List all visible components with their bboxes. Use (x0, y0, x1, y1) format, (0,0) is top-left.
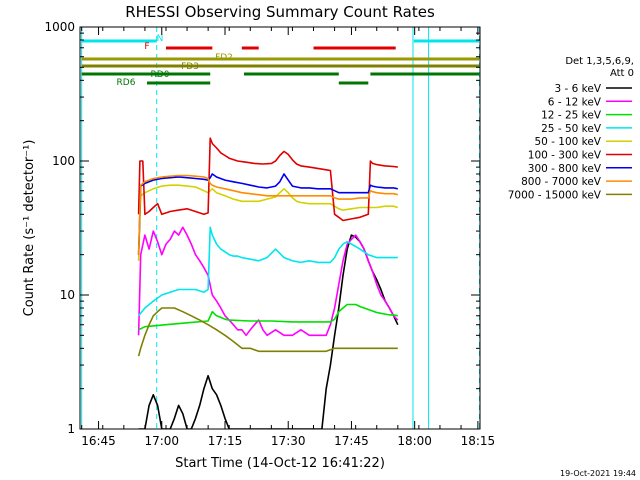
legend-label-6-12-kev: 6 - 12 keV (548, 96, 602, 108)
flag-label-rd6: RD6 (117, 78, 136, 88)
flag-label-n: N (157, 34, 164, 44)
series-lines (137, 137, 399, 429)
series-line-6-12-kev (137, 226, 399, 337)
x-tick-label-17-00: 17:00 (144, 434, 179, 448)
legend-label-50-100-kev: 50 - 100 keV (534, 136, 601, 148)
chart-title: RHESSI Observing Summary Count Rates (125, 3, 435, 21)
y-axis-label: Count Rate (s⁻¹ detector⁻¹) (22, 140, 37, 317)
x-tick-label-18-15: 18:15 (461, 434, 496, 448)
x-tick-label-17-45: 17:45 (334, 434, 369, 448)
y-tick-label-1000: 1000 (44, 20, 75, 34)
legend-label-3-6-kev: 3 - 6 keV (554, 83, 601, 95)
flag-label-rd0: RD0 (151, 70, 170, 80)
legend-label-800-7000-kev: 800 - 7000 keV (521, 176, 602, 188)
x-tick-label-16-45: 16:45 (81, 434, 116, 448)
x-axis-label: Start Time (14-Oct-12 16:41:22) (175, 456, 385, 471)
flag-bars: NF FD2 FD3 RD0 RD6 (81, 34, 479, 88)
y-tick-label-10: 10 (60, 288, 75, 302)
series-line-300-800-kev (137, 173, 398, 255)
series-line-3-6-kev (138, 234, 399, 429)
y-tick-label-100: 100 (52, 154, 75, 168)
y-tick-label-1: 1 (67, 422, 75, 436)
legend-label-7000-15000-kev: 7000 - 15000 keV (508, 189, 602, 201)
series-line-25-50-kev (137, 226, 398, 317)
series-line-100-300-kev (137, 137, 398, 222)
flag-label-fd3: FD3 (181, 62, 199, 72)
x-tick-label-17-30: 17:30 (271, 434, 306, 448)
legend-label-25-50-kev: 25 - 50 keV (541, 123, 602, 135)
legend-header-line: Det 1,3,5,6,9, (565, 56, 634, 67)
footer-timestamp: 19-Oct-2021 19:44 (560, 469, 636, 478)
x-tick-label-17-15: 17:15 (208, 434, 243, 448)
legend-label-100-300-kev: 100 - 300 keV (528, 150, 602, 162)
flag-label-f: F (144, 42, 149, 52)
legend-label-300-800-kev: 300 - 800 keV (528, 163, 602, 175)
series-line-7000-15000-kev (137, 307, 398, 357)
plot-frame (79, 26, 481, 430)
series-line-800-7000-kev (137, 174, 398, 255)
series-line-12-25-kev (138, 303, 398, 331)
legend-header-line: Att 0 (610, 68, 634, 79)
axes: 16:45 17:00 17:15 17:30 17:45 18:00 18:15 1 10 10… (44, 20, 495, 448)
x-tick-label-18-00: 18:00 (397, 434, 432, 448)
marker-lines (81, 27, 480, 429)
flag-label-fd2: FD2 (215, 53, 233, 63)
series-line-50-100-kev (137, 184, 399, 261)
legend-label-12-25-kev: 12 - 25 keV (541, 110, 602, 122)
